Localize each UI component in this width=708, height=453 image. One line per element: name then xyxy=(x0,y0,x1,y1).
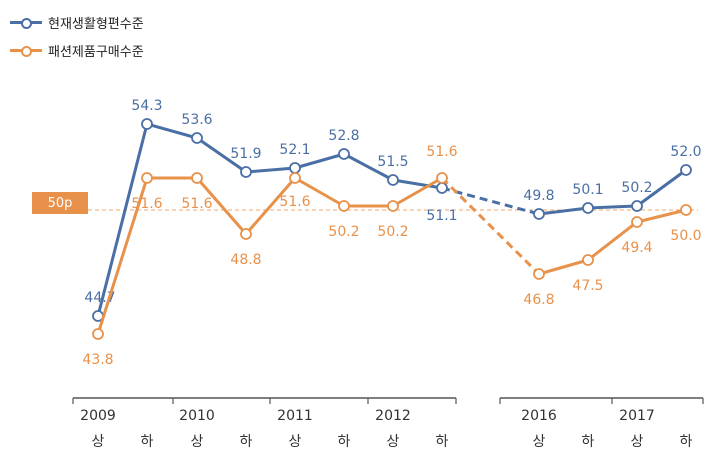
half-label-9: 하 xyxy=(582,434,595,450)
legend-item-series-2: 패션제품구매수준 xyxy=(10,36,144,64)
series-2-data-label-6: 50.2 xyxy=(377,224,408,240)
series-2-data-label-1: 51.6 xyxy=(131,196,162,212)
series-1-data-label-8: 49.8 xyxy=(523,188,554,204)
series-2-point-8 xyxy=(533,268,545,280)
series-1-point-10 xyxy=(631,200,643,212)
series-1-point-2 xyxy=(191,132,203,144)
half-label-3: 하 xyxy=(240,434,253,450)
series-1-point-6 xyxy=(387,174,399,186)
series-1-line-left xyxy=(96,122,443,317)
year-label-2011: 2011 xyxy=(277,408,313,424)
series-1-point-4 xyxy=(289,162,301,174)
half-label-5: 하 xyxy=(338,434,351,450)
year-label-2017: 2017 xyxy=(619,408,655,424)
series-2-point-7 xyxy=(436,172,448,184)
legend-swatch-series-1 xyxy=(10,17,42,29)
series-2-point-10 xyxy=(631,216,643,228)
series-1-data-label-3: 51.9 xyxy=(230,146,261,162)
year-label-2009: 2009 xyxy=(80,408,116,424)
series-1-data-label-9: 50.1 xyxy=(572,182,603,198)
series-1-data-label-6: 51.5 xyxy=(377,154,408,170)
series-2-line-gap xyxy=(440,176,541,276)
series-2-point-9 xyxy=(582,254,594,266)
series-1-point-8 xyxy=(533,208,545,220)
series-2-data-label-10: 49.4 xyxy=(621,240,652,256)
half-label-1: 하 xyxy=(141,434,154,450)
series-2-data-label-5: 50.2 xyxy=(328,224,359,240)
series-1-data-label-11: 52.0 xyxy=(670,144,701,160)
series-1-point-1 xyxy=(141,118,153,130)
year-label-2012: 2012 xyxy=(375,408,411,424)
series-1-data-label-7: 51.1 xyxy=(426,208,457,224)
series-1-line-gap xyxy=(441,186,540,216)
half-label-10: 상 xyxy=(631,434,644,450)
series-2-data-label-2: 51.6 xyxy=(181,196,212,212)
half-label-7: 하 xyxy=(436,434,449,450)
series-2-point-3 xyxy=(240,228,252,240)
series-1-point-11 xyxy=(680,164,692,176)
series-1-data-label-4: 52.1 xyxy=(279,142,310,158)
legend-label-series-1: 현재생활형편수준 xyxy=(48,16,144,32)
series-1-data-label-1: 54.3 xyxy=(131,98,162,114)
series-2-line-left xyxy=(96,176,443,335)
legend-swatch-series-2 xyxy=(10,45,42,57)
legend-label-series-2: 패션제품구매수준 xyxy=(48,44,144,60)
year-label-2010: 2010 xyxy=(179,408,215,424)
series-2-point-4 xyxy=(289,172,301,184)
reference-label: 50p xyxy=(32,192,88,214)
series-1-point-9 xyxy=(582,202,594,214)
half-label-11: 하 xyxy=(680,434,693,450)
series-1-data-label-5: 52.8 xyxy=(328,128,359,144)
series-1-point-5 xyxy=(338,148,350,160)
half-label-4: 상 xyxy=(289,434,302,450)
half-label-8: 상 xyxy=(533,434,546,450)
series-1-point-7 xyxy=(436,182,448,194)
series-1-line-right xyxy=(538,168,687,216)
series-1-data-label-2: 53.6 xyxy=(181,112,212,128)
series-2-data-label-3: 48.8 xyxy=(230,252,261,268)
series-2-point-5 xyxy=(338,200,350,212)
half-label-6: 상 xyxy=(387,434,400,450)
series-2-data-label-7: 51.6 xyxy=(426,144,457,160)
half-label-0: 상 xyxy=(92,434,105,450)
series-2-data-label-8: 46.8 xyxy=(523,292,554,308)
series-2-point-6 xyxy=(387,200,399,212)
series-2-data-label-0: 43.8 xyxy=(82,352,113,368)
series-2-data-label-11: 50.0 xyxy=(670,228,701,244)
series-1-point-3 xyxy=(240,166,252,178)
legend-item-series-1: 현재생활형편수준 xyxy=(10,8,144,36)
series-2-point-11 xyxy=(680,204,692,216)
series-2-point-1 xyxy=(141,172,153,184)
series-2-data-label-9: 47.5 xyxy=(572,278,603,294)
legend: 현재생활형편수준 패션제품구매수준 xyxy=(10,8,144,64)
series-1-data-label-10: 50.2 xyxy=(621,180,652,196)
series-2-point-0 xyxy=(92,328,104,340)
year-label-2016: 2016 xyxy=(521,408,557,424)
series-2-line-right xyxy=(538,208,687,276)
series-2-data-label-4: 51.6 xyxy=(279,194,310,210)
series-2-point-2 xyxy=(191,172,203,184)
half-label-2: 상 xyxy=(191,434,204,450)
